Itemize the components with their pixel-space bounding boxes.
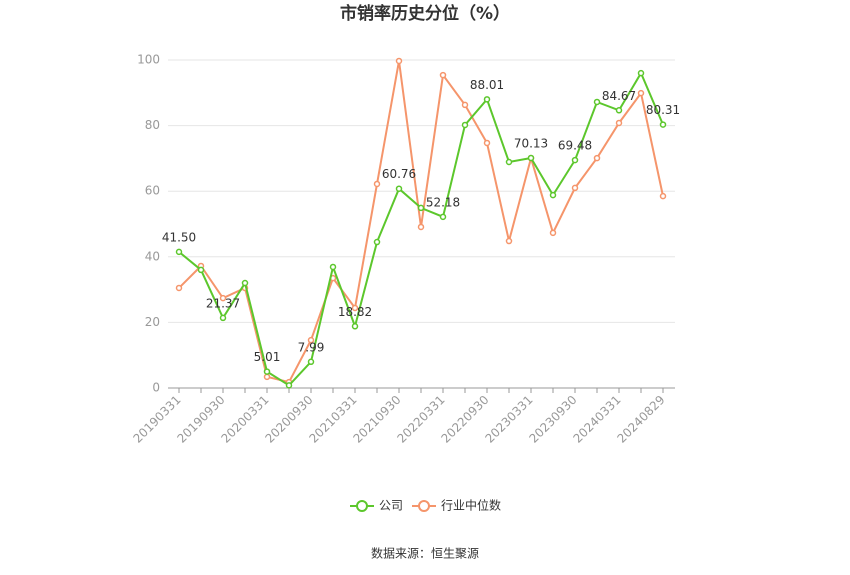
data-label: 60.76 bbox=[382, 167, 416, 181]
series-line bbox=[178, 60, 664, 384]
data-label: 5.01 bbox=[254, 350, 281, 364]
data-point bbox=[505, 237, 513, 245]
data-point bbox=[615, 107, 623, 114]
data-point bbox=[571, 184, 579, 192]
data-point bbox=[175, 284, 183, 292]
y-tick-label: 20 bbox=[145, 315, 160, 329]
data-label: 18.82 bbox=[338, 305, 372, 319]
data-point bbox=[593, 98, 601, 106]
data-point bbox=[505, 158, 513, 166]
data-point bbox=[549, 229, 557, 237]
data-point bbox=[461, 121, 469, 129]
legend-marker bbox=[418, 500, 430, 512]
data-label: 7.99 bbox=[298, 340, 325, 354]
data-point bbox=[637, 89, 645, 97]
y-tick-label: 60 bbox=[145, 184, 160, 198]
data-point bbox=[241, 279, 249, 287]
y-tick-label: 40 bbox=[145, 249, 160, 263]
legend-marker bbox=[356, 500, 368, 512]
data-label: 41.50 bbox=[162, 230, 196, 244]
data-point bbox=[373, 238, 381, 246]
data-point bbox=[659, 121, 667, 128]
data-point bbox=[263, 373, 271, 381]
data-point bbox=[263, 368, 271, 375]
data-label: 70.13 bbox=[514, 136, 548, 150]
data-point bbox=[439, 213, 447, 221]
y-tick-label: 0 bbox=[152, 381, 160, 395]
data-point bbox=[219, 294, 227, 302]
data-label: 84.67 bbox=[602, 89, 636, 103]
x-tick-label: 20240829 bbox=[615, 393, 668, 446]
data-point bbox=[527, 154, 535, 162]
data-point bbox=[615, 119, 623, 127]
data-point bbox=[461, 101, 469, 109]
data-point bbox=[549, 191, 557, 199]
data-point bbox=[417, 223, 425, 231]
chart-title: 市销率历史分位（%） bbox=[340, 3, 510, 24]
source: 数据来源：恒生聚源 bbox=[371, 546, 479, 561]
legend-label: 公司 bbox=[379, 499, 403, 513]
data-point bbox=[351, 304, 359, 312]
data-point bbox=[285, 382, 293, 389]
data-label: 88.01 bbox=[470, 78, 504, 92]
data-point bbox=[329, 263, 337, 271]
data-point bbox=[659, 192, 667, 200]
data-point bbox=[593, 154, 601, 162]
data-point bbox=[175, 248, 183, 256]
data-point bbox=[351, 323, 359, 330]
data-point bbox=[439, 71, 447, 79]
data-point bbox=[483, 139, 491, 147]
data-point bbox=[483, 96, 491, 103]
data-point bbox=[417, 204, 425, 212]
data-point bbox=[307, 336, 315, 344]
data-point bbox=[637, 69, 645, 77]
y-tick-label: 100 bbox=[137, 53, 160, 67]
data-point bbox=[307, 358, 315, 366]
data-point bbox=[197, 266, 205, 274]
legend-label: 行业中位数 bbox=[441, 498, 501, 513]
data-label: 52.18 bbox=[426, 195, 460, 209]
data-point bbox=[373, 180, 381, 188]
data-point bbox=[571, 156, 579, 164]
data-point bbox=[219, 314, 227, 322]
data-label: 69.48 bbox=[558, 139, 592, 153]
y-tick-label: 80 bbox=[145, 118, 160, 132]
data-point bbox=[395, 57, 403, 65]
data-point bbox=[395, 185, 403, 192]
data-label: 21.37 bbox=[206, 296, 240, 310]
data-label: 80.31 bbox=[646, 103, 680, 117]
